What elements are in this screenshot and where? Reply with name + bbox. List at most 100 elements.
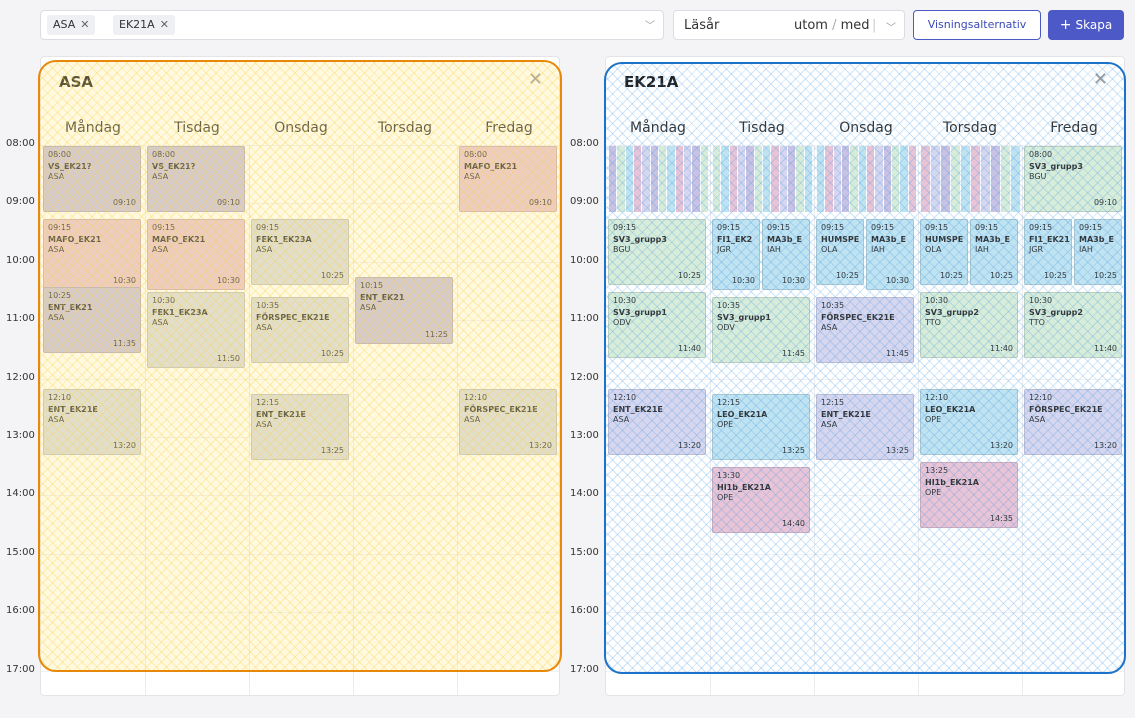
- event-block[interactable]: 09:15 MA3b_E IAH 10:30: [762, 219, 810, 290]
- event-block-compact[interactable]: [624, 146, 633, 213]
- event-block-compact[interactable]: [832, 146, 841, 213]
- event-block[interactable]: 08:00 VS_EK21? ASA 09:10: [147, 146, 245, 213]
- event-block[interactable]: 08:00 MAFO_EK21 ASA 09:10: [459, 146, 557, 213]
- event-block-compact[interactable]: [658, 146, 667, 213]
- event-block-compact[interactable]: [666, 146, 675, 213]
- event-name: FI1_EK21: [1029, 235, 1070, 244]
- event-block[interactable]: 09:15 FI1_EK2 JGR 10:30: [712, 219, 760, 290]
- event-block[interactable]: 10:30 SV3_grupp1 ODV 11:40: [608, 292, 706, 359]
- event-block-compact[interactable]: [728, 146, 737, 213]
- event-block-compact[interactable]: [824, 146, 833, 213]
- event-block-compact[interactable]: [691, 146, 700, 213]
- chevron-down-icon[interactable]: ﹀: [886, 23, 896, 34]
- close-icon[interactable]: ✕: [527, 69, 543, 90]
- event-block[interactable]: 09:15 FI1_EK21 JGR 10:25: [1024, 219, 1072, 286]
- term-option-toggle[interactable]: utom / med: [794, 18, 870, 33]
- event-block[interactable]: 08:00 SV3_grupp3 BGU 09:10: [1024, 146, 1122, 213]
- term-option-except[interactable]: utom: [794, 18, 828, 33]
- event-block-compact[interactable]: [778, 146, 787, 213]
- event-block-compact[interactable]: [907, 146, 916, 213]
- close-icon[interactable]: ✕: [1092, 69, 1108, 90]
- event-block-compact[interactable]: [874, 146, 883, 213]
- event-block[interactable]: 10:35 SV3_grupp1 ODV 11:45: [712, 296, 810, 363]
- event-block[interactable]: 12:10 FÖRSPEC_EK21E ASA 13:20: [1024, 389, 1122, 456]
- create-button[interactable]: + Skapa: [1048, 10, 1124, 40]
- event-block[interactable]: 10:25 ENT_EK21 ASA 11:35: [43, 287, 141, 354]
- event-block-compact[interactable]: [795, 146, 804, 213]
- event-block-compact[interactable]: [841, 146, 850, 213]
- event-block-compact[interactable]: [699, 146, 708, 213]
- chevron-down-icon[interactable]: ﹀: [645, 21, 655, 32]
- event-block[interactable]: 12:15 LEO_EK21A OPE 13:25: [712, 394, 810, 461]
- time-label: 14:00: [6, 488, 35, 500]
- event-block-compact[interactable]: [787, 146, 796, 213]
- event-block-compact[interactable]: [849, 146, 858, 213]
- event-block[interactable]: 09:15 SV3_grupp3 BGU 10:25: [608, 219, 706, 286]
- event-block-compact[interactable]: [882, 146, 891, 213]
- filter-chip[interactable]: EK21A ✕: [113, 15, 175, 35]
- event-block-compact[interactable]: [920, 146, 930, 213]
- event-block-compact[interactable]: [683, 146, 692, 213]
- event-block-compact[interactable]: [633, 146, 642, 213]
- event-block[interactable]: 12:15 ENT_EK21E ASA 13:25: [251, 394, 349, 461]
- event-block[interactable]: 12:10 LEO_EK21A OPE 13:20: [920, 389, 1018, 456]
- event-block-compact[interactable]: [970, 146, 980, 213]
- view-options-button[interactable]: Visningsalternativ: [913, 10, 1041, 40]
- event-block[interactable]: 10:30 SV3_grupp2 TTO 11:40: [920, 292, 1018, 359]
- event-block-compact[interactable]: [712, 146, 721, 213]
- event-block-compact[interactable]: [720, 146, 729, 213]
- event-block-compact[interactable]: [616, 146, 625, 213]
- event-block[interactable]: 09:15 MAFO_EK21 ASA 10:30: [147, 219, 245, 290]
- event-block[interactable]: 09:15 HUMSPE OLA 10:25: [920, 219, 968, 286]
- event-block-compact[interactable]: [960, 146, 970, 213]
- event-block[interactable]: 13:25 HI1b_EK21A OPE 14:35: [920, 462, 1018, 529]
- event-block-compact[interactable]: [990, 146, 1000, 213]
- event-block-compact[interactable]: [641, 146, 650, 213]
- event-room: ASA: [256, 420, 273, 430]
- event-block[interactable]: 12:10 ENT_EK21E ASA 13:20: [43, 389, 141, 456]
- event-block[interactable]: 12:15 ENT_EK21E ASA 13:25: [816, 394, 914, 461]
- event-block-compact[interactable]: [857, 146, 866, 213]
- event-block-compact[interactable]: [1000, 146, 1010, 213]
- event-block-compact[interactable]: [950, 146, 960, 213]
- event-block-compact[interactable]: [866, 146, 875, 213]
- event-block-compact[interactable]: [980, 146, 990, 213]
- event-block[interactable]: 09:15 HUMSPE OLA 10:25: [816, 219, 864, 286]
- event-block[interactable]: 10:15 ENT_EK21 ASA 11:25: [355, 277, 453, 344]
- event-block-compact[interactable]: [940, 146, 950, 213]
- event-block[interactable]: 08:00 VS_EK21? ASA 09:10: [43, 146, 141, 213]
- group-filter[interactable]: ASA ✕ EK21A ✕ ﹀: [40, 10, 664, 40]
- event-block[interactable]: 10:30 FEK1_EK23A ASA 11:50: [147, 292, 245, 368]
- event-block-compact[interactable]: [803, 146, 812, 213]
- event-block-compact[interactable]: [930, 146, 940, 213]
- event-block[interactable]: 09:15 MAFO_EK21 ASA 10:30: [43, 219, 141, 290]
- hour-line: [606, 261, 1124, 263]
- event-block[interactable]: 10:35 FÖRSPEC_EK21E ASA 11:45: [816, 296, 914, 363]
- event-block[interactable]: 12:10 FÖRSPEC_EK21E ASA 13:20: [459, 389, 557, 456]
- term-selector[interactable]: Läsår utom / med | ﹀: [673, 10, 905, 40]
- event-block-compact[interactable]: [899, 146, 908, 213]
- event-block-compact[interactable]: [737, 146, 746, 213]
- event-block[interactable]: 12:10 ENT_EK21E ASA 13:20: [608, 389, 706, 456]
- event-block-compact[interactable]: [608, 146, 617, 213]
- event-block-compact[interactable]: [762, 146, 771, 213]
- event-block-compact[interactable]: [649, 146, 658, 213]
- event-block-compact[interactable]: [674, 146, 683, 213]
- close-icon[interactable]: ✕: [80, 18, 90, 31]
- event-block[interactable]: 13:30 HI1b_EK21A OPE 14:40: [712, 467, 810, 534]
- event-block-compact[interactable]: [753, 146, 762, 213]
- event-block[interactable]: 10:30 SV3_grupp2 TTO 11:40: [1024, 292, 1122, 359]
- event-block[interactable]: 09:15 FEK1_EK23A ASA 10:25: [251, 219, 349, 286]
- event-block-compact[interactable]: [1010, 146, 1020, 213]
- term-option-with[interactable]: med: [840, 18, 870, 33]
- filter-chip[interactable]: ASA ✕: [47, 15, 96, 35]
- event-block-compact[interactable]: [816, 146, 825, 213]
- event-block-compact[interactable]: [745, 146, 754, 213]
- event-block[interactable]: 09:15 MA3b_E IAH 10:30: [866, 219, 914, 290]
- event-block-compact[interactable]: [891, 146, 900, 213]
- event-block-compact[interactable]: [770, 146, 779, 213]
- event-block[interactable]: 10:35 FÖRSPEC_EK21E ASA 10:25: [251, 296, 349, 363]
- event-block[interactable]: 09:15 MA3b_E IAH 10:25: [1074, 219, 1122, 286]
- close-icon[interactable]: ✕: [159, 18, 169, 31]
- event-block[interactable]: 09:15 MA3b_E IAH 10:25: [970, 219, 1018, 286]
